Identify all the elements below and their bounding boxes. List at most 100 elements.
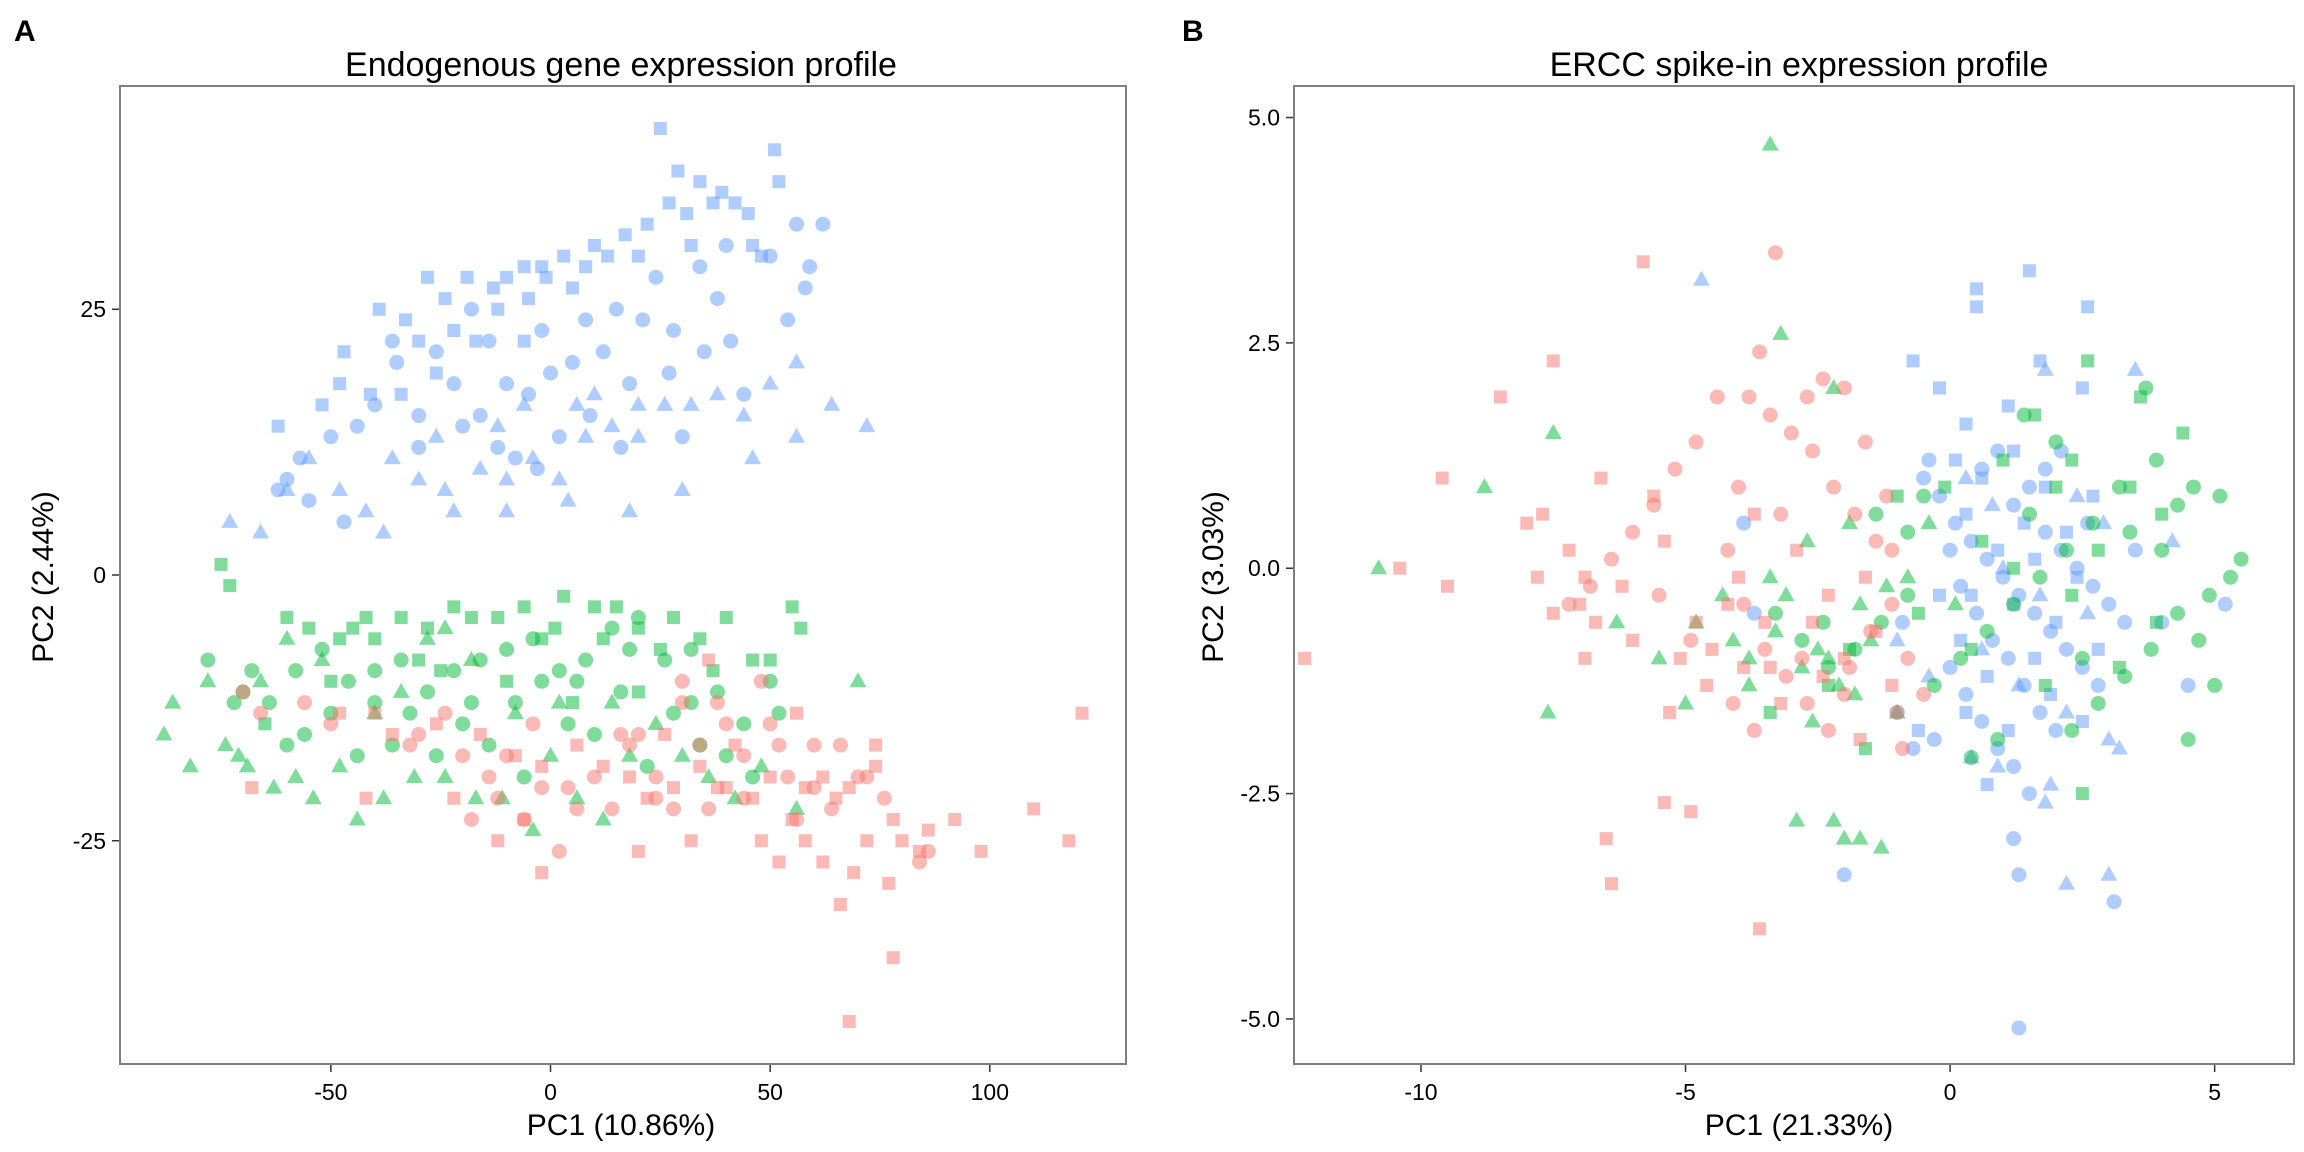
data-point-circle	[507, 695, 523, 711]
data-point-circle	[1894, 614, 1910, 630]
data-point-circle	[2069, 560, 2085, 576]
data-point-circle	[1963, 750, 1979, 766]
data-point-square	[2081, 354, 2095, 368]
data-point-circle	[1916, 686, 1932, 702]
data-point-triangle	[181, 757, 199, 773]
data-point-circle	[723, 333, 739, 349]
data-point-circle	[2127, 542, 2143, 558]
data-point-square	[557, 249, 571, 263]
data-point-square	[447, 791, 461, 805]
data-point-circle	[657, 652, 673, 668]
data-point-square	[1573, 597, 1587, 611]
data-point-circle	[2048, 722, 2064, 738]
data-point-circle	[2021, 786, 2037, 802]
data-point-circle	[411, 439, 427, 455]
data-point-triangle	[331, 480, 349, 496]
data-point-square	[2091, 642, 2105, 656]
data-point-circle	[2233, 551, 2249, 567]
data-point-square	[1959, 417, 1973, 431]
data-point-circle	[1815, 371, 1831, 387]
data-point-circle	[2032, 704, 2048, 720]
data-point-circle	[393, 652, 409, 668]
data-point-square	[2038, 480, 2052, 494]
data-point-circle	[499, 641, 515, 657]
data-point-square	[447, 324, 461, 337]
data-point-circle	[2085, 578, 2101, 594]
data-point-circle	[569, 673, 585, 689]
data-point-circle	[2106, 894, 2122, 910]
data-point-square	[359, 791, 373, 805]
data-point-circle	[648, 769, 664, 785]
data-point-triangle	[823, 395, 841, 411]
data-point-circle	[630, 726, 646, 742]
data-point-circle	[2185, 479, 2201, 495]
data-point-square	[1996, 453, 2010, 467]
data-point-square	[746, 238, 760, 252]
data-point-square	[500, 674, 514, 688]
data-point-circle	[780, 312, 796, 328]
data-point-square	[570, 738, 584, 752]
data-point-square	[1816, 669, 1830, 683]
data-point-square	[491, 611, 505, 625]
data-point-triangle	[568, 789, 586, 805]
data-point-circle	[297, 695, 313, 711]
data-point-square	[460, 270, 474, 284]
data-point-circle	[1799, 389, 1815, 405]
data-point-circle	[1847, 641, 1863, 657]
data-point-square	[631, 685, 645, 699]
data-point-circle	[639, 758, 655, 774]
data-point-square	[315, 398, 329, 412]
data-point-square	[790, 706, 804, 720]
data-point-square	[2075, 381, 2089, 395]
data-point-circle	[1889, 704, 1905, 720]
data-point-circle	[2170, 605, 2186, 621]
data-point-triangle	[348, 810, 366, 826]
data-point-square	[847, 866, 861, 880]
data-point-circle	[648, 269, 664, 285]
data-point-circle	[1847, 506, 1863, 522]
data-point-square	[2028, 651, 2042, 665]
data-point-circle	[912, 854, 928, 870]
data-point-circle	[446, 376, 462, 392]
data-point-square	[1027, 802, 1041, 816]
data-point-square	[447, 600, 461, 614]
data-point-square	[702, 653, 716, 667]
data-point-circle	[1942, 659, 1958, 675]
data-point-square	[1975, 534, 1989, 548]
data-point-triangle	[506, 704, 524, 720]
x-tick-label: 5	[2208, 1079, 2221, 1105]
data-point-square	[491, 834, 505, 848]
plot-title: Endogenous gene expression profile	[345, 46, 897, 84]
data-point-circle	[1720, 542, 1736, 558]
data-point-circle	[367, 397, 383, 413]
data-point-circle	[1900, 524, 1916, 540]
data-point-circle	[411, 726, 427, 742]
data-point-square	[491, 302, 505, 316]
x-tick-label: 0	[1944, 1079, 1957, 1105]
data-point-circle	[560, 780, 576, 796]
data-point-triangle	[287, 767, 305, 783]
data-point-square	[2075, 787, 2089, 801]
data-point-circle	[1900, 650, 1916, 666]
data-point-triangle	[498, 470, 516, 486]
data-point-square	[772, 855, 786, 869]
data-point-triangle	[629, 395, 647, 411]
data-point-circle	[1868, 506, 1884, 522]
data-point-circle	[1963, 533, 1979, 549]
x-tick-label: -10	[1404, 1079, 1437, 1105]
data-point-circle	[1916, 488, 1932, 504]
data-point-circle	[420, 684, 436, 700]
data-point-triangle	[524, 449, 542, 465]
data-point-square	[2176, 426, 2190, 440]
data-point-triangle	[2042, 775, 2060, 791]
data-point-circle	[806, 780, 822, 796]
data-point-square	[464, 611, 478, 625]
data-point-circle	[2201, 587, 2217, 603]
data-point-circle	[2006, 596, 2022, 612]
data-point-circle	[582, 408, 598, 424]
data-point-square	[2028, 408, 2042, 422]
data-point-square	[1673, 651, 1687, 665]
data-point-circle	[1990, 732, 2006, 748]
data-point-circle	[2154, 542, 2170, 558]
data-point-square	[671, 164, 685, 178]
